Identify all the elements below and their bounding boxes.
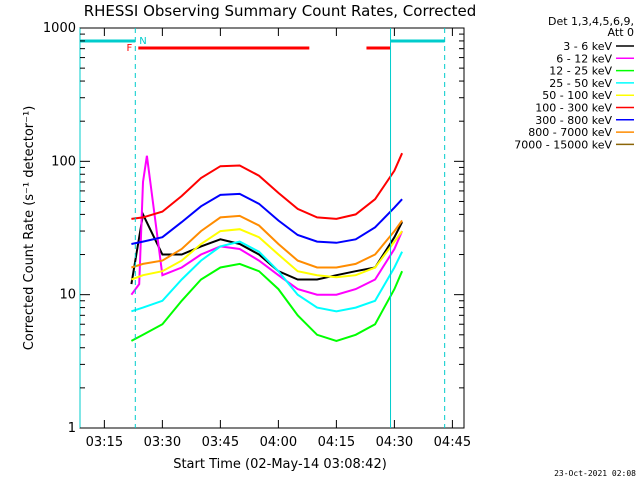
legend-label: 7000 - 15000 keV bbox=[514, 138, 612, 151]
plot-frame bbox=[79, 27, 465, 429]
legend-header-line: Det 1,3,4,5,6,9, bbox=[548, 15, 634, 28]
series-line-2 bbox=[130, 262, 404, 342]
legend-label: 3 - 6 keV bbox=[563, 40, 612, 53]
timestamp: 23-Oct-2021 02:08 bbox=[554, 469, 636, 478]
chart-annotations: FN bbox=[79, 28, 446, 428]
y-tick-label: 1000 bbox=[43, 21, 76, 36]
flare-marker: F bbox=[127, 43, 133, 54]
legend-label: 50 - 100 keV bbox=[542, 89, 612, 102]
x-tick-label: 04:45 bbox=[434, 435, 471, 450]
series-line-1 bbox=[130, 155, 404, 296]
series-line-3 bbox=[131, 240, 403, 313]
legend-label: 25 - 50 keV bbox=[549, 77, 612, 90]
series-line-5 bbox=[131, 152, 404, 220]
chart-title: RHESSI Observing Summary Count Rates, Co… bbox=[84, 2, 477, 20]
y-tick-label: 100 bbox=[51, 154, 76, 169]
x-tick-label: 04:15 bbox=[318, 435, 355, 450]
y-tick-label: 10 bbox=[59, 288, 76, 303]
legend-header-line: Att 0 bbox=[608, 26, 634, 39]
chart-marks bbox=[130, 152, 404, 342]
night-marker: N bbox=[139, 36, 146, 47]
y-axis-label: Corrected Count Rate (s⁻¹ detector⁻¹) bbox=[22, 106, 37, 351]
x-tick-label: 03:45 bbox=[202, 435, 239, 450]
x-tick-label: 04:00 bbox=[260, 435, 297, 450]
legend-label: 100 - 300 keV bbox=[535, 102, 612, 115]
y-tick-label: 1 bbox=[68, 421, 76, 436]
x-tick-label: 04:30 bbox=[376, 435, 413, 450]
series-line-7 bbox=[131, 214, 403, 269]
legend-label: 800 - 7000 keV bbox=[528, 126, 612, 139]
series-line-6 bbox=[131, 192, 403, 245]
x-axis-label: Start Time (02-May-14 03:08:42) bbox=[173, 457, 387, 472]
legend-label: 6 - 12 keV bbox=[556, 52, 612, 65]
series-line-4 bbox=[131, 228, 403, 281]
x-tick-label: 03:15 bbox=[86, 435, 123, 450]
legend-label: 300 - 800 keV bbox=[535, 114, 612, 127]
x-tick-label: 03:30 bbox=[144, 435, 181, 450]
legend-label: 12 - 25 keV bbox=[549, 65, 612, 78]
axis-ticks: 03:15 03:30 03:45 04:00 04:15 04:30 04:45 1 10 10… bbox=[43, 21, 471, 450]
